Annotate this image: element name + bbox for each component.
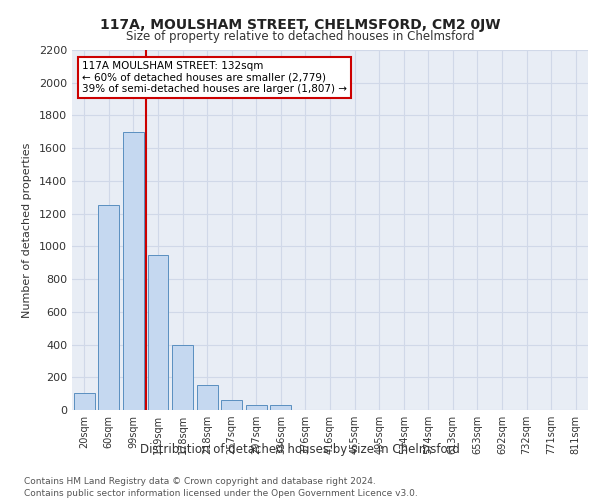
- Bar: [123, 132, 144, 410]
- Bar: [98, 206, 119, 410]
- Bar: [246, 405, 267, 410]
- Bar: [148, 254, 169, 410]
- Bar: [74, 393, 95, 410]
- Text: Distribution of detached houses by size in Chelmsford: Distribution of detached houses by size …: [140, 442, 460, 456]
- Y-axis label: Number of detached properties: Number of detached properties: [22, 142, 32, 318]
- Bar: [172, 344, 193, 410]
- Text: Contains HM Land Registry data © Crown copyright and database right 2024.: Contains HM Land Registry data © Crown c…: [24, 478, 376, 486]
- Text: 117A, MOULSHAM STREET, CHELMSFORD, CM2 0JW: 117A, MOULSHAM STREET, CHELMSFORD, CM2 0…: [100, 18, 500, 32]
- Text: 117A MOULSHAM STREET: 132sqm
← 60% of detached houses are smaller (2,779)
39% of: 117A MOULSHAM STREET: 132sqm ← 60% of de…: [82, 61, 347, 94]
- Bar: [221, 400, 242, 410]
- Bar: [197, 386, 218, 410]
- Text: Size of property relative to detached houses in Chelmsford: Size of property relative to detached ho…: [125, 30, 475, 43]
- Text: Contains public sector information licensed under the Open Government Licence v3: Contains public sector information licen…: [24, 489, 418, 498]
- Bar: [271, 405, 292, 410]
